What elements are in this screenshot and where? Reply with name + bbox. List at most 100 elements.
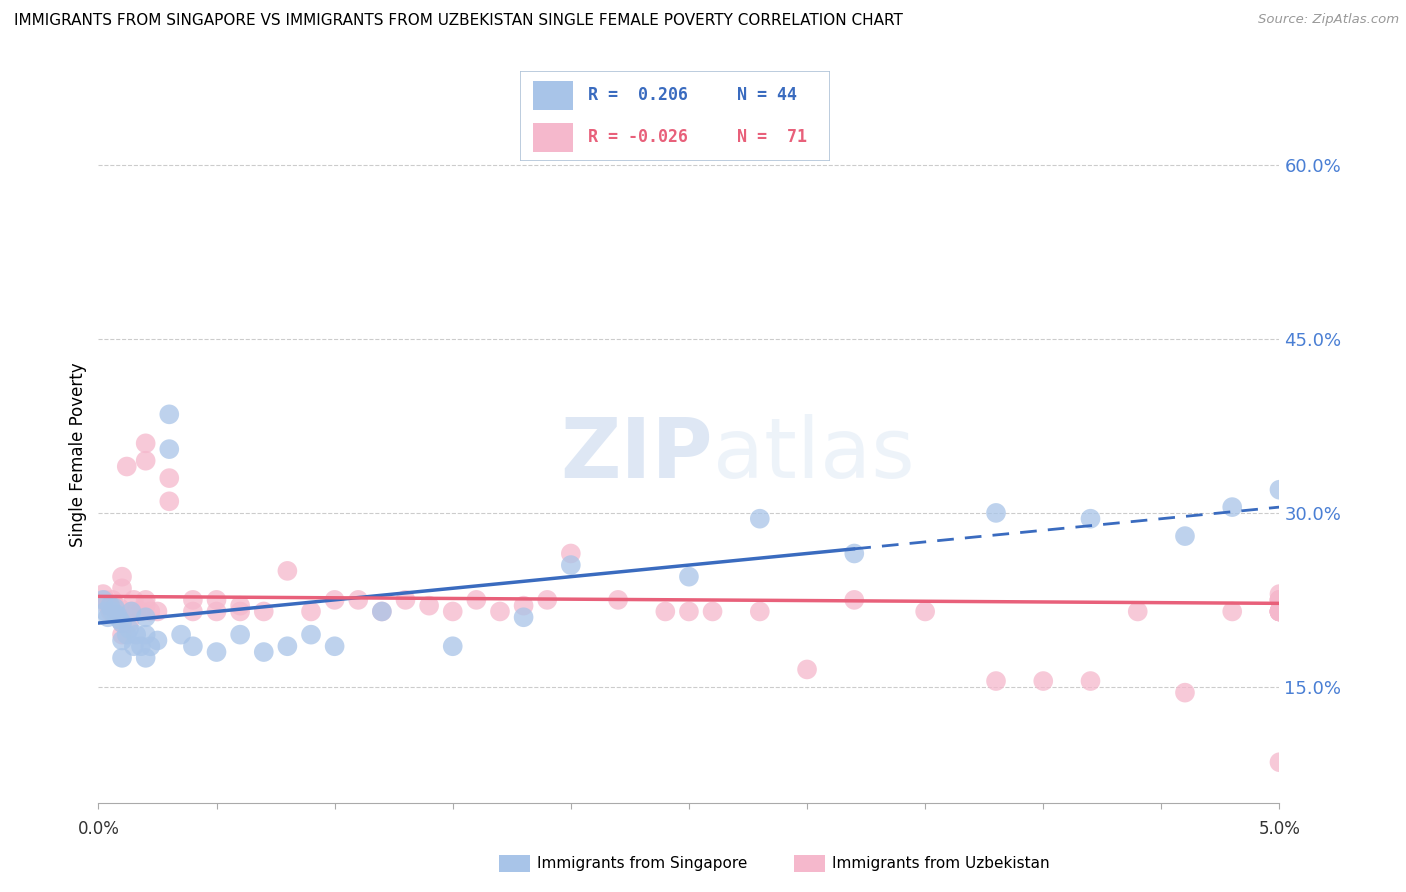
Point: [135, 599, 157, 613]
Point: [560, 546, 582, 561]
Point: [1268, 592, 1291, 607]
Point: [678, 570, 700, 584]
Point: [122, 592, 145, 607]
Point: [984, 506, 1007, 520]
Text: atlas: atlas: [713, 415, 914, 495]
Point: [844, 546, 866, 561]
Point: [748, 511, 770, 525]
Point: [181, 592, 204, 607]
FancyBboxPatch shape: [533, 123, 572, 152]
Point: [512, 599, 534, 613]
Point: [607, 592, 630, 607]
Point: [796, 662, 818, 676]
Point: [157, 442, 180, 456]
Point: [654, 605, 676, 619]
Point: [253, 605, 276, 619]
Point: [441, 605, 464, 619]
Point: [1268, 483, 1291, 497]
Point: [229, 605, 252, 619]
Point: [97, 610, 120, 624]
Text: Immigrants from Singapore: Immigrants from Singapore: [537, 856, 748, 871]
Text: 0.0%: 0.0%: [77, 821, 120, 838]
Point: [1268, 592, 1291, 607]
Point: [135, 592, 157, 607]
Point: [371, 605, 394, 619]
Point: [1220, 605, 1243, 619]
Point: [170, 628, 193, 642]
Point: [1268, 592, 1291, 607]
Point: [394, 592, 416, 607]
Point: [94, 592, 117, 607]
Point: [347, 592, 370, 607]
Point: [1268, 605, 1291, 619]
Point: [139, 639, 162, 653]
Point: [323, 592, 346, 607]
Point: [118, 615, 141, 630]
Point: [97, 599, 120, 613]
Point: [111, 615, 134, 630]
Point: [125, 605, 148, 619]
Point: [1268, 605, 1291, 619]
Point: [914, 605, 936, 619]
Point: [108, 613, 131, 627]
Point: [111, 582, 134, 596]
Point: [489, 605, 512, 619]
Point: [139, 605, 162, 619]
Point: [748, 605, 770, 619]
Point: [157, 471, 180, 485]
Point: [299, 628, 322, 642]
Point: [441, 639, 464, 653]
Point: [229, 628, 252, 642]
Point: [115, 459, 138, 474]
Text: R =  0.206: R = 0.206: [588, 87, 689, 104]
Point: [1126, 605, 1149, 619]
Point: [101, 605, 124, 619]
Point: [146, 633, 169, 648]
Point: [157, 407, 180, 421]
Point: [205, 605, 228, 619]
Text: N =  71: N = 71: [737, 128, 807, 146]
Point: [536, 592, 558, 607]
Point: [105, 605, 128, 619]
Point: [118, 622, 141, 636]
Point: [1174, 685, 1197, 699]
Point: [1268, 587, 1291, 601]
Point: [371, 605, 394, 619]
Point: [512, 610, 534, 624]
Text: N = 44: N = 44: [737, 87, 797, 104]
Point: [1268, 605, 1291, 619]
Point: [98, 605, 121, 619]
Point: [111, 628, 134, 642]
Point: [125, 628, 148, 642]
Point: [229, 599, 252, 613]
Point: [276, 639, 298, 653]
Point: [111, 633, 134, 648]
Point: [1080, 674, 1102, 689]
Point: [844, 592, 866, 607]
Point: [1032, 674, 1054, 689]
Point: [1268, 605, 1291, 619]
Text: Source: ZipAtlas.com: Source: ZipAtlas.com: [1258, 13, 1399, 27]
FancyBboxPatch shape: [533, 81, 572, 110]
Point: [135, 453, 157, 467]
Point: [1174, 529, 1197, 543]
Point: [1268, 605, 1291, 619]
Point: [115, 628, 138, 642]
Point: [1268, 605, 1291, 619]
Point: [1268, 755, 1291, 769]
Point: [418, 599, 440, 613]
Point: [91, 587, 114, 601]
Point: [181, 639, 204, 653]
Point: [105, 607, 128, 622]
Point: [129, 605, 152, 619]
Point: [157, 494, 180, 508]
Point: [101, 592, 124, 607]
Y-axis label: Single Female Poverty: Single Female Poverty: [69, 363, 87, 547]
Point: [465, 592, 488, 607]
Point: [108, 601, 131, 615]
Text: IMMIGRANTS FROM SINGAPORE VS IMMIGRANTS FROM UZBEKISTAN SINGLE FEMALE POVERTY CO: IMMIGRANTS FROM SINGAPORE VS IMMIGRANTS …: [14, 13, 903, 29]
Point: [135, 628, 157, 642]
Point: [121, 605, 143, 619]
Point: [135, 651, 157, 665]
Point: [1080, 511, 1102, 525]
